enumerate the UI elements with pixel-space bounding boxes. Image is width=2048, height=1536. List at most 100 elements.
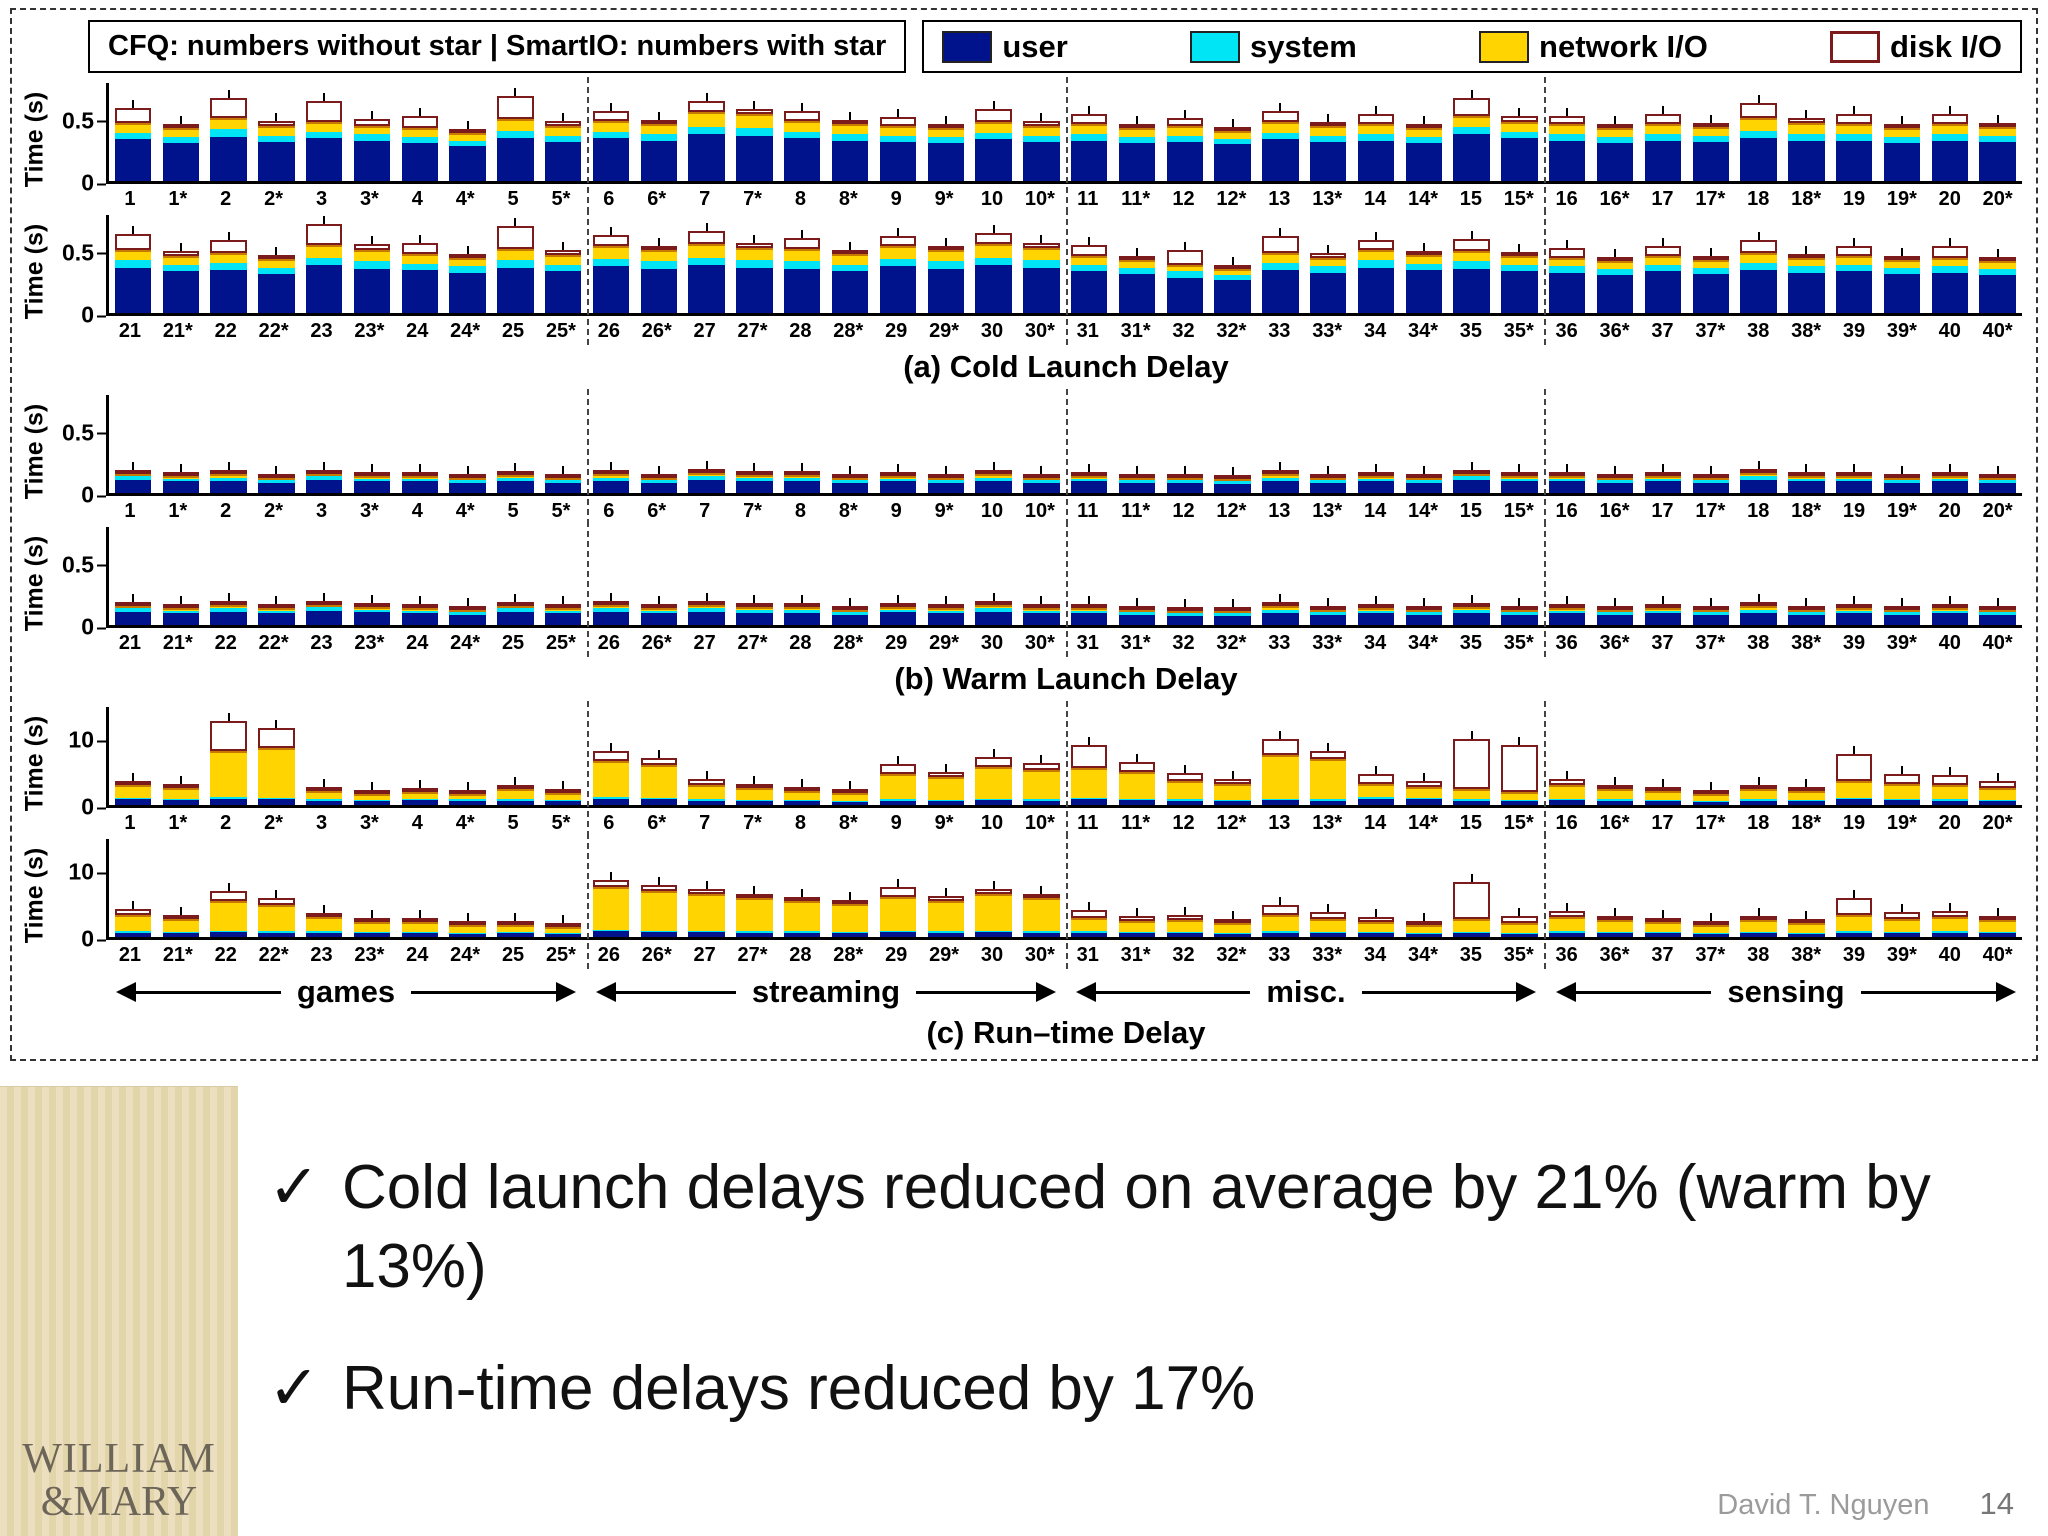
disk-segment — [1979, 916, 2016, 921]
stacked-bar — [1740, 908, 1777, 937]
disk-segment — [831, 789, 869, 794]
user-segment — [1118, 614, 1156, 625]
network-segment — [1788, 476, 1825, 479]
disk-segment — [1692, 920, 1729, 925]
x-axis-labels: 21 21* 22 22* 23 23* 24 24* 25 25* 26 26* 27 27* 28 28*… — [106, 628, 2022, 659]
system-segment — [1931, 799, 1968, 801]
network-segment — [1166, 780, 1203, 800]
user-segment — [640, 268, 678, 313]
stacked-bar — [1405, 243, 1443, 313]
user-segment — [1883, 614, 1921, 625]
error-whisker — [753, 886, 756, 895]
network-segment — [162, 608, 199, 611]
arrow-line — [1361, 990, 1516, 994]
network-segment — [1405, 609, 1443, 613]
network-segment — [449, 257, 486, 267]
x-tick-label: 6* — [647, 187, 667, 210]
user-segment — [1166, 933, 1203, 937]
network-segment — [592, 886, 630, 931]
stacked-bar — [640, 112, 678, 181]
error-whisker — [1183, 906, 1186, 915]
user-segment — [1453, 613, 1490, 625]
user-segment — [640, 932, 678, 937]
disk-segment — [1405, 124, 1443, 129]
system-segment — [1262, 133, 1299, 140]
error-whisker — [466, 465, 469, 474]
user-segment — [1166, 800, 1203, 805]
network-segment — [975, 473, 1012, 478]
disk-segment — [1405, 251, 1443, 256]
disk-segment — [784, 237, 821, 249]
x-tick-label: 35* — [1503, 943, 1534, 966]
stacked-bar — [1692, 248, 1729, 313]
disk-segment — [831, 900, 869, 905]
stacked-bar — [1692, 597, 1729, 625]
x-tick-label: 13 — [1268, 187, 1291, 210]
error-whisker — [1470, 90, 1473, 99]
error-whisker — [466, 782, 469, 791]
disk-segment — [401, 604, 438, 609]
x-tick-label: 16 — [1555, 187, 1578, 210]
error-whisker — [1375, 464, 1378, 473]
system-segment — [1166, 480, 1203, 483]
app-category-arrows: games streaming misc. sens — [106, 971, 2026, 1013]
x-tick-label: 14* — [1407, 499, 1438, 522]
stacked-bar — [736, 776, 773, 805]
stacked-bar — [1166, 906, 1203, 937]
stacked-bar — [784, 888, 821, 937]
disk-segment — [258, 604, 295, 609]
user-segment — [879, 612, 917, 625]
x-tick-label: 11* — [1121, 187, 1151, 210]
error-whisker — [1614, 249, 1617, 258]
x-tick-label: 27* — [737, 319, 768, 342]
error-whisker — [705, 771, 708, 780]
user-segment — [1310, 272, 1347, 313]
error-whisker — [275, 890, 278, 899]
network-segment — [1931, 124, 1968, 135]
x-tick-label: 30* — [1024, 631, 1055, 654]
disk-segment — [1453, 882, 1490, 919]
network-segment — [114, 914, 152, 932]
x-tick-label: 33* — [1312, 943, 1343, 966]
network-segment — [1835, 476, 1873, 479]
network-segment — [162, 256, 199, 266]
error-whisker — [944, 764, 947, 773]
x-tick-label: 5* — [551, 187, 571, 210]
x-tick-label: 31 — [1076, 631, 1099, 654]
y-axis: Time (s) 0 0.5 — [18, 527, 106, 659]
user-segment — [1214, 144, 1251, 181]
user-segment — [1788, 934, 1825, 937]
user-segment — [592, 798, 630, 805]
network-segment — [1692, 260, 1729, 268]
x-tick-label: 30 — [980, 943, 1004, 966]
disk-segment — [927, 473, 964, 478]
network-segment — [784, 248, 821, 262]
error-whisker — [418, 464, 421, 473]
disk-segment — [545, 120, 582, 126]
error-whisker — [1614, 116, 1617, 125]
user-segment — [1023, 482, 1060, 493]
error-whisker — [753, 776, 756, 785]
user-segment — [1357, 613, 1395, 625]
y-tick-label: 0 — [81, 925, 106, 952]
stacked-bar — [1262, 228, 1299, 313]
system-segment — [1835, 134, 1873, 141]
disk-segment — [401, 242, 438, 254]
user-segment — [305, 610, 343, 625]
stacked-bar — [258, 112, 295, 181]
x-tick-label: 35 — [1459, 943, 1482, 966]
disk-segment — [1166, 914, 1203, 921]
x-tick-label: 27* — [737, 943, 768, 966]
x-tick-label: 5 — [507, 499, 519, 522]
error-whisker — [1757, 776, 1760, 785]
system-segment — [1118, 136, 1156, 144]
disk-segment — [592, 110, 630, 121]
network-segment — [353, 250, 391, 262]
user-segment — [1883, 933, 1921, 937]
user-segment — [1692, 273, 1729, 313]
stacked-bar — [1549, 903, 1586, 937]
network-segment — [688, 604, 725, 609]
network-segment — [592, 246, 630, 259]
panel-warm-launch-21-40: Time (s) 0 0.5 21 21* 22 22* 23 23* 24 24* 25 25* 2… — [18, 521, 2026, 659]
system-segment — [1310, 799, 1347, 801]
